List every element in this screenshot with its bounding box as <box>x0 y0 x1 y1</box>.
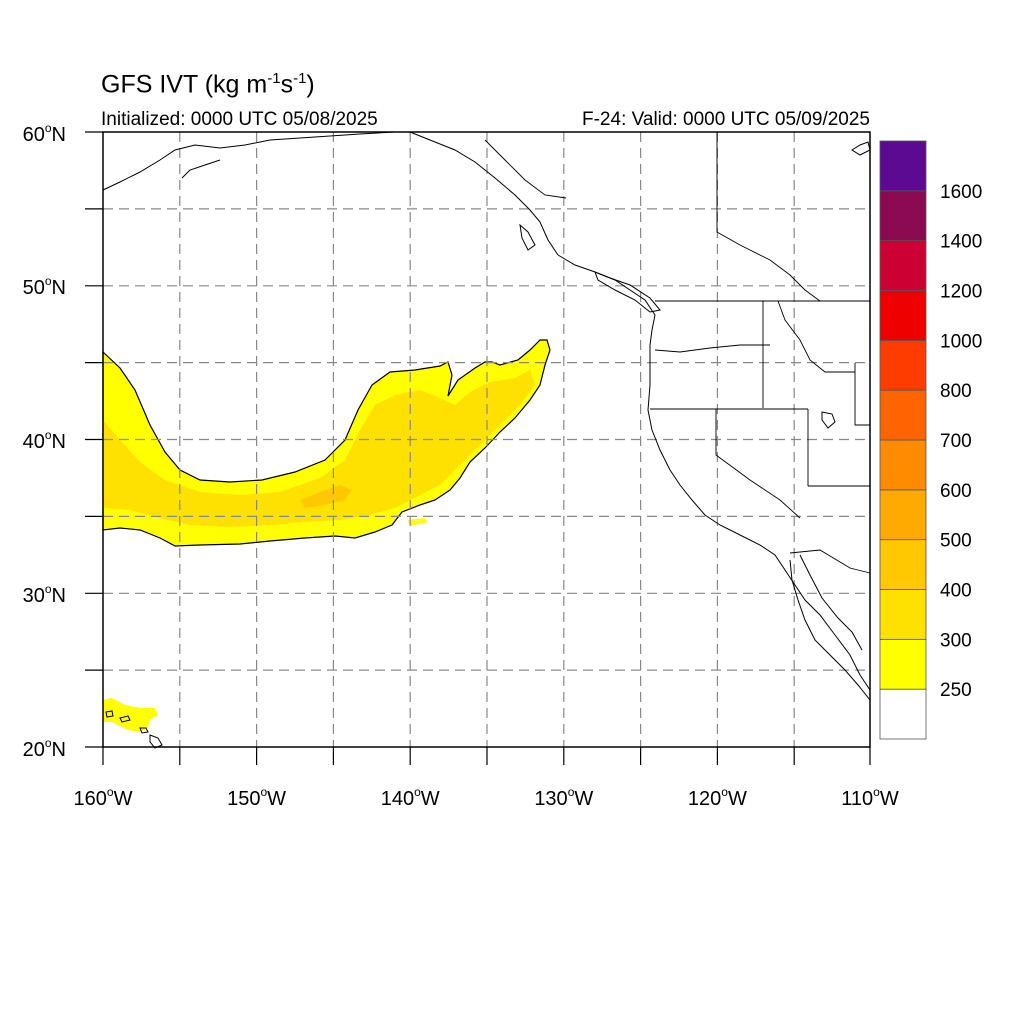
colorbar-swatch <box>879 240 927 291</box>
lat-tick-label: 30oN <box>23 582 66 607</box>
colorbar-label: 1000 <box>940 331 982 352</box>
lat-tick-label: 40oN <box>23 428 66 453</box>
colorbar-label: 400 <box>940 581 972 602</box>
alaska-canada-border <box>484 139 567 199</box>
colorbar-label: 700 <box>940 431 972 452</box>
coastlines <box>102 131 871 749</box>
hawaii-kauai <box>105 710 114 718</box>
lon-tick-label: 160oW <box>74 785 133 810</box>
colorbar-swatch <box>879 489 927 541</box>
axis-ticks <box>85 131 871 765</box>
colorbar-swatch <box>879 140 927 192</box>
lon-tick-label: 110oW <box>841 785 899 810</box>
political-boundaries <box>484 132 871 574</box>
colorbar-swatch <box>879 290 927 341</box>
canada-province-border <box>716 132 821 302</box>
ivt-core-400 <box>300 485 352 508</box>
colorbar-labels: 250 300 400 500 600 700 800 1000 1200 1400 1600 <box>940 182 982 701</box>
great-salt-lake <box>821 411 836 429</box>
ivt-core-300 <box>103 370 535 527</box>
map-title: GFS IVT (kg m-1s-1) <box>101 70 315 99</box>
gridlines <box>103 132 870 747</box>
southeast-alaska-coast <box>409 131 559 256</box>
valid-time-label: F-24: Valid: 0000 UTC 05/09/2025 <box>582 109 870 130</box>
ca-nv-border <box>715 409 801 519</box>
id-mt-border <box>777 300 855 373</box>
us-west-coast <box>647 314 871 691</box>
colorbar-label: 800 <box>940 381 972 402</box>
colorbar-label: 1200 <box>940 282 982 303</box>
gulf-of-california-coast <box>799 554 863 651</box>
colorbar-swatch <box>879 339 927 391</box>
hawaii-oahu <box>119 715 131 723</box>
hudson-coast-ne <box>851 141 871 156</box>
lat-tick-label: 20oN <box>23 736 66 761</box>
colorbar-swatch <box>879 539 927 590</box>
colorbar-label: 250 <box>940 680 972 701</box>
lon-tick-label: 150oW <box>227 785 286 810</box>
colorbar-swatch <box>879 589 927 640</box>
colorbar-label: 1600 <box>940 182 982 203</box>
lon-tick-label: 120oW <box>688 785 747 810</box>
us-mexico-border <box>789 549 871 574</box>
colorbar-swatch <box>879 439 927 491</box>
colorbar-swatch <box>879 190 927 242</box>
lon-tick-labels: 160oW 150oW 140oW 130oW 120oW 110oW <box>74 785 899 810</box>
queen-charlotte <box>519 223 536 251</box>
colorbar-label: 300 <box>940 630 972 651</box>
lon-tick-label: 140oW <box>381 785 440 810</box>
lon-tick-label: 130oW <box>534 785 593 810</box>
baja-california <box>789 559 871 701</box>
init-time-label: Initialized: 0000 UTC 05/08/2025 <box>101 109 378 130</box>
hawaii-maui <box>139 727 149 734</box>
wy-border <box>854 363 870 426</box>
lat-tick-label: 50oN <box>23 274 66 299</box>
or-wa-border <box>654 344 770 353</box>
colorbar-label: 500 <box>940 531 972 552</box>
ivt-fill <box>102 339 551 732</box>
ivt-small-patch <box>408 518 428 526</box>
hawaii-big-island <box>149 734 163 749</box>
alaska-coast <box>102 131 396 191</box>
colorbar-label: 1400 <box>940 232 982 253</box>
alaska-peninsula <box>181 159 221 179</box>
lat-tick-label: 60oN <box>23 121 66 146</box>
colorbar-label: 600 <box>940 481 972 502</box>
ivt-hawaii-patch <box>103 698 158 732</box>
colorbar-swatch <box>879 688 927 740</box>
colorbar-swatch <box>879 389 927 441</box>
vancouver-island <box>594 271 661 313</box>
lat-tick-labels: 20oN 30oN 40oN 50oN 60oN <box>23 121 66 761</box>
colorbar-swatch <box>879 638 927 690</box>
colorbar <box>879 140 927 740</box>
